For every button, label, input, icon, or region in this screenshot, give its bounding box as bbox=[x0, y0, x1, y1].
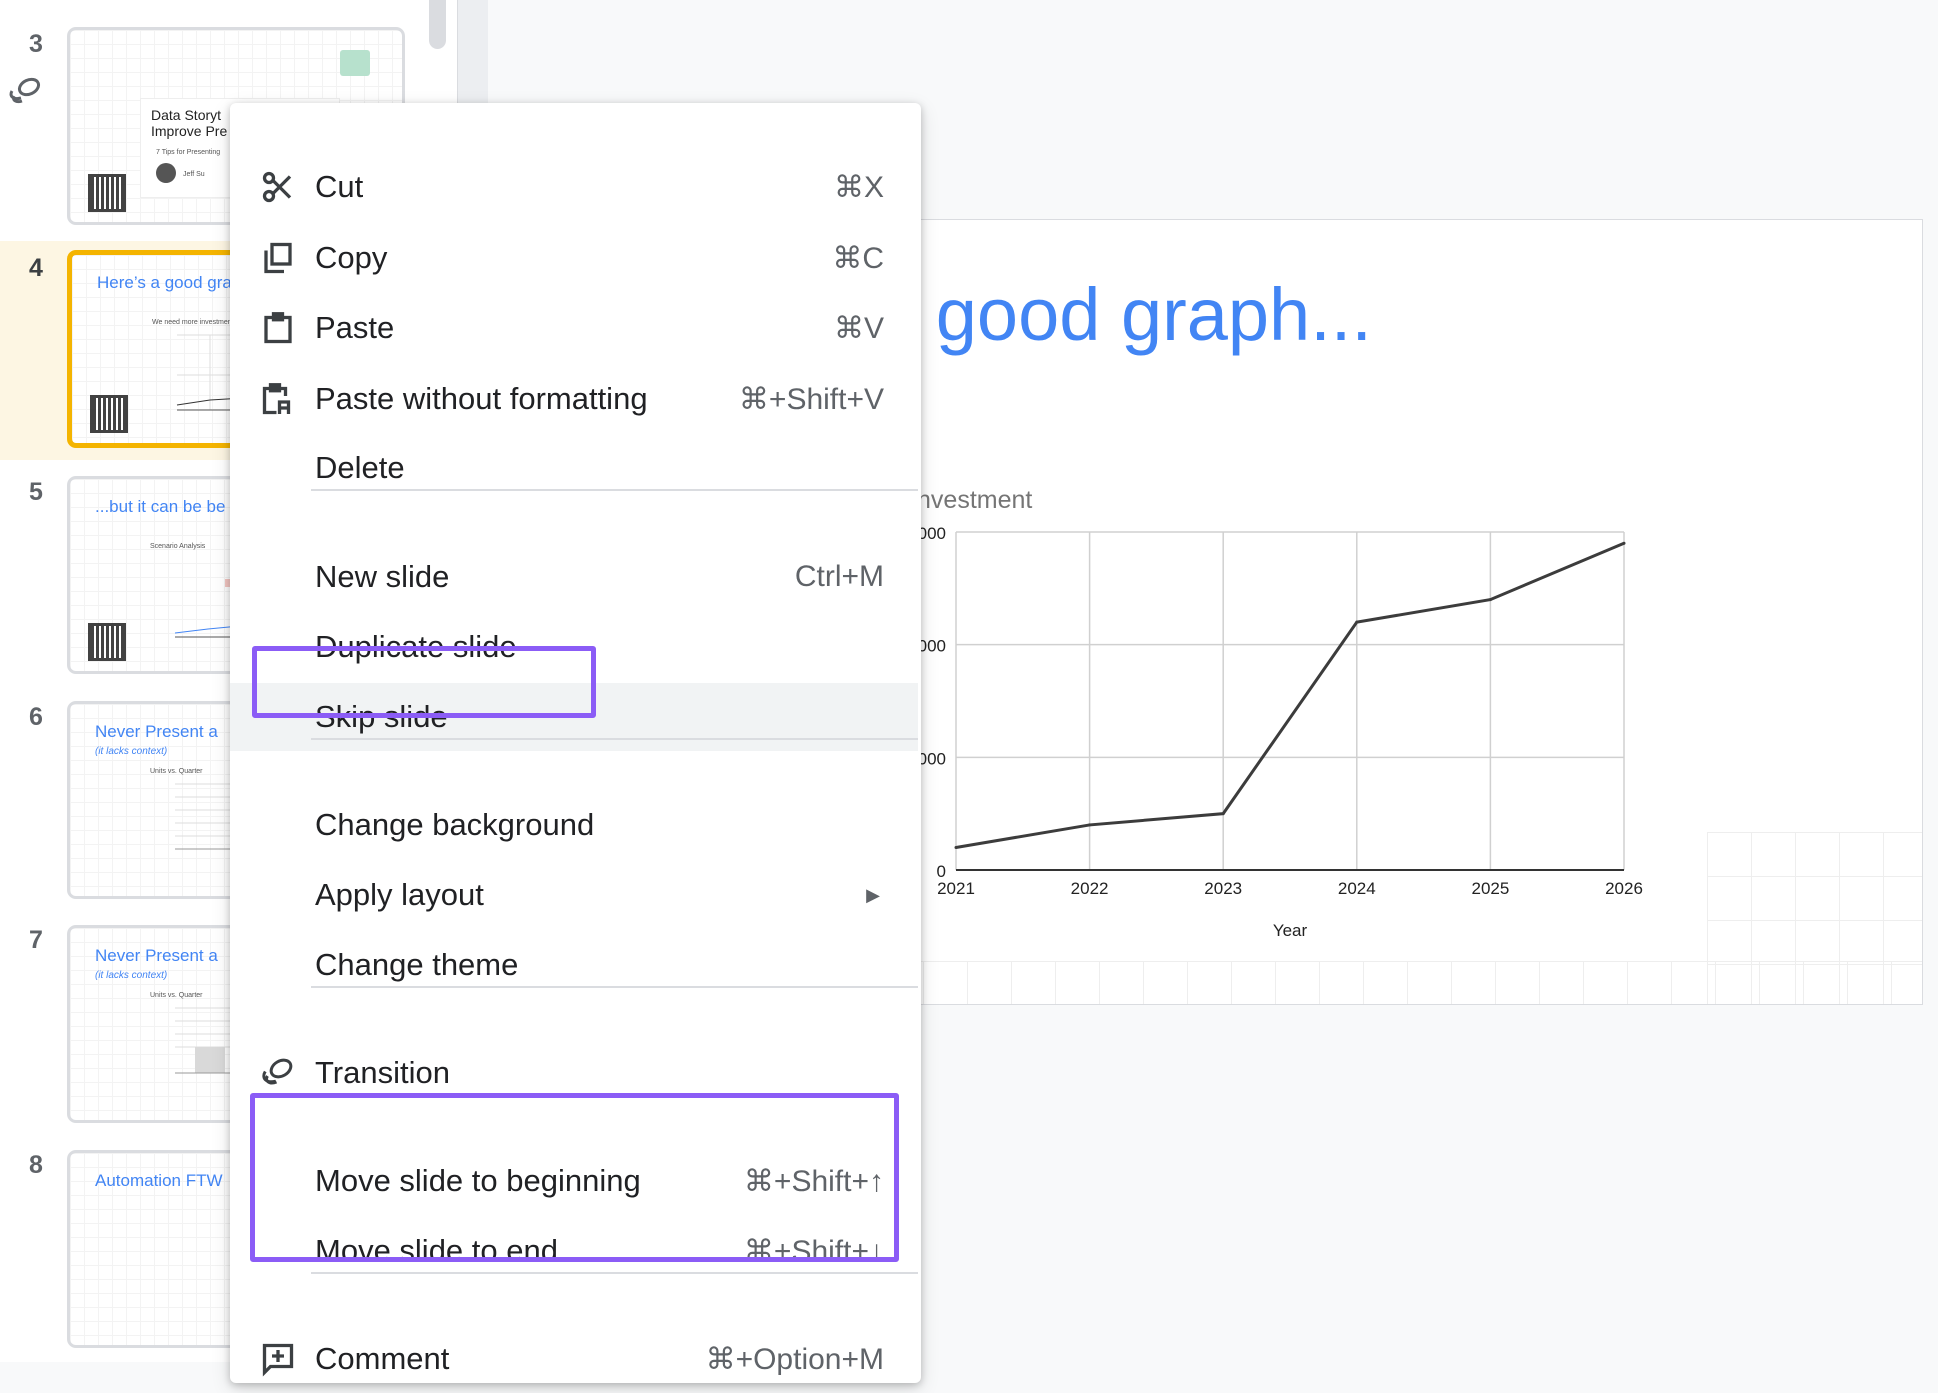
x-tick-label: 2022 bbox=[1071, 879, 1109, 898]
data-point bbox=[1088, 823, 1092, 827]
menu-separator bbox=[311, 489, 918, 491]
menu-item-label: Comment bbox=[315, 1341, 450, 1376]
data-point bbox=[1221, 812, 1225, 816]
menu-item-label: Paste without formatting bbox=[315, 381, 648, 416]
data-point bbox=[1622, 541, 1626, 545]
shortcut-label: Ctrl+M bbox=[794, 560, 884, 593]
shortcut-label: ⌘+Shift+↑ bbox=[743, 1164, 884, 1198]
menu-item-change-background[interactable]: Change background bbox=[230, 791, 918, 859]
x-tick-label: 2021 bbox=[937, 879, 975, 898]
menu-item-label: Paste bbox=[315, 310, 395, 345]
x-tick-label: 2025 bbox=[1471, 879, 1509, 898]
thumb-title-line: Improve Pre bbox=[151, 123, 228, 139]
menu-item-apply-layout[interactable]: Apply layout ▶ bbox=[230, 861, 918, 929]
thumb-author: Jeff Su bbox=[183, 171, 205, 178]
menu-separator bbox=[311, 986, 918, 988]
menu-item-label: Move slide to end bbox=[315, 1233, 558, 1268]
person-icon bbox=[340, 50, 370, 76]
menu-item-copy[interactable]: Copy ⌘C bbox=[230, 224, 918, 292]
x-axis-label: Year bbox=[1273, 921, 1308, 940]
x-tick-label: 2023 bbox=[1204, 879, 1242, 898]
transition-icon bbox=[9, 77, 41, 104]
paste-plain-icon bbox=[260, 381, 296, 417]
transition-icon bbox=[260, 1055, 296, 1091]
menu-item-paste-without-formatting[interactable]: Paste without formatting ⌘+Shift+V bbox=[230, 365, 918, 433]
menu-item-new-slide[interactable]: New slide Ctrl+M bbox=[230, 543, 918, 611]
menu-item-change-theme[interactable]: Change theme bbox=[230, 931, 918, 999]
menu-item-cut[interactable]: Cut ⌘X bbox=[230, 153, 918, 221]
add-comment-icon bbox=[260, 1341, 296, 1377]
series-line bbox=[955, 541, 1625, 849]
thumb-chart-title: Units vs. Quarter bbox=[150, 992, 203, 999]
thumb-title: Never Present a bbox=[95, 946, 218, 965]
slide-number: 8 bbox=[29, 1151, 43, 1179]
shortcut-label: ⌘+Shift+V bbox=[738, 382, 884, 416]
qr-code bbox=[88, 174, 126, 212]
slide-number: 4 bbox=[29, 254, 43, 282]
slide-number: 5 bbox=[29, 478, 43, 506]
menu-item-transition[interactable]: Transition bbox=[230, 1039, 918, 1107]
menu-item-label: Cut bbox=[315, 169, 364, 204]
menu-item-label: Move slide to beginning bbox=[315, 1163, 641, 1198]
thumb-chart-title: Units vs. Quarter bbox=[150, 768, 203, 775]
menu-item-label: Change background bbox=[315, 807, 595, 842]
slide-number: 7 bbox=[29, 926, 43, 954]
x-tick-label: 2024 bbox=[1338, 879, 1376, 898]
menu-item-label: New slide bbox=[315, 559, 450, 594]
thumb-subtitle: (it lacks context) bbox=[95, 746, 168, 757]
menu-item-move-slide-to-beginning[interactable]: Move slide to beginning ⌘+Shift+↑ bbox=[230, 1147, 918, 1215]
shortcut-label: ⌘+Option+M bbox=[705, 1342, 884, 1376]
shortcut-label: ⌘V bbox=[833, 311, 884, 345]
data-point bbox=[1488, 598, 1492, 602]
thumb-title-line: Data Storyt bbox=[151, 107, 222, 123]
data-point bbox=[954, 845, 958, 849]
menu-item-label: Change theme bbox=[315, 947, 519, 982]
y-tick-label: 0 bbox=[937, 862, 946, 881]
clipboard-icon bbox=[260, 310, 296, 346]
highlight-box bbox=[252, 646, 596, 718]
copy-icon bbox=[260, 240, 296, 276]
thumb-title: Never Present a bbox=[95, 722, 218, 741]
filmstrip-scrollbar[interactable] bbox=[429, 0, 446, 49]
menu-separator bbox=[311, 1272, 918, 1274]
thumb-subtitle: (it lacks context) bbox=[95, 970, 168, 981]
menu-item-comment[interactable]: Comment ⌘+Option+M bbox=[230, 1325, 918, 1393]
menu-item-move-slide-to-end[interactable]: Move slide to end ⌘+Shift+↓ bbox=[230, 1217, 918, 1285]
thumb-title: Automation FTW bbox=[95, 1171, 223, 1190]
thumb-title: Here’s a good graph... bbox=[97, 273, 265, 292]
shortcut-label: ⌘X bbox=[833, 170, 884, 204]
slide-number: 6 bbox=[29, 703, 43, 731]
thumb-title: ...but it can be be bbox=[95, 497, 226, 516]
slide-number: 3 bbox=[29, 30, 43, 58]
thumb-chart-title: Scenario Analysis bbox=[150, 543, 206, 550]
menu-item-label: Transition bbox=[315, 1055, 450, 1090]
menu-item-label: Copy bbox=[315, 240, 388, 275]
qr-code bbox=[90, 395, 128, 433]
menu-separator bbox=[311, 738, 918, 740]
shortcut-label: ⌘+Shift+↓ bbox=[743, 1234, 884, 1268]
data-point bbox=[1355, 620, 1359, 624]
scissors-icon bbox=[260, 169, 296, 205]
thumb-subtitle: 7 Tips for Presenting bbox=[156, 149, 221, 156]
thumb-chart-title: We need more investment bbox=[152, 319, 234, 326]
submenu-arrow-icon: ▶ bbox=[866, 884, 880, 905]
menu-item-label: Delete bbox=[315, 450, 405, 485]
shortcut-label: ⌘C bbox=[832, 241, 884, 275]
menu-item-paste[interactable]: Paste ⌘V bbox=[230, 294, 918, 362]
highlight-box bbox=[250, 1093, 899, 1262]
x-tick-label: 2026 bbox=[1605, 879, 1643, 898]
context-menu: Comment ⌘+Option+M Move slide to end ⌘+Shif… bbox=[230, 103, 921, 1383]
qr-code bbox=[88, 623, 126, 661]
menu-item-label: Apply layout bbox=[315, 877, 484, 912]
menu-item-delete[interactable]: Delete bbox=[230, 434, 918, 502]
